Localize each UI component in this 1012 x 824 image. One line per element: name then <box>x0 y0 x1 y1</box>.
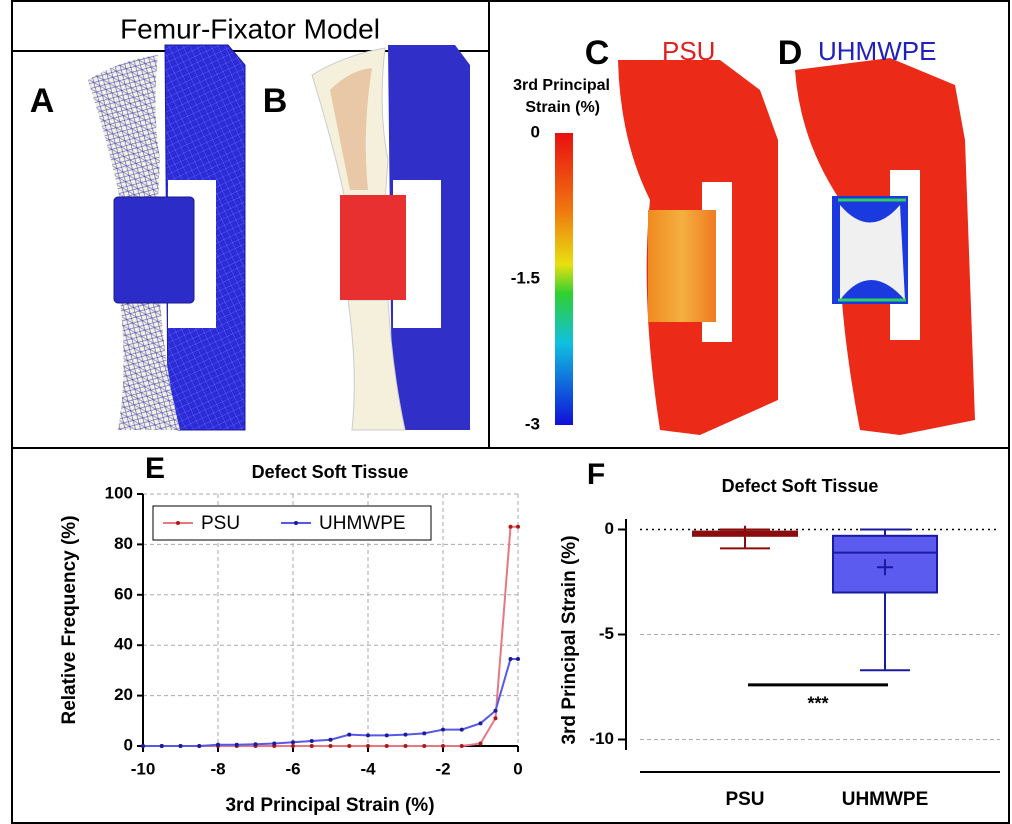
marker <box>422 744 427 748</box>
marker <box>291 740 295 745</box>
marker <box>508 657 513 662</box>
significance-label: *** <box>807 694 828 714</box>
y-axis-label: 3rd Principal Strain (%) <box>559 535 580 744</box>
y-tick-label: 40 <box>114 635 133 654</box>
marker <box>328 744 333 748</box>
x-tick-label: -6 <box>285 759 300 778</box>
panel-label: F <box>587 458 605 491</box>
marker <box>493 708 498 713</box>
marker <box>366 744 370 748</box>
y-tick-label: 100 <box>105 483 133 502</box>
x-tick-label: PSU <box>725 789 764 810</box>
marker <box>178 744 183 748</box>
marker <box>384 744 389 748</box>
model-d <box>795 58 975 435</box>
marker <box>253 742 258 747</box>
panel-label: C <box>585 34 610 72</box>
y-tick-label: 60 <box>114 584 133 603</box>
model-a <box>88 44 246 431</box>
marker <box>441 744 445 748</box>
colorbar-tick-label: -1.5 <box>511 268 540 287</box>
marker <box>309 738 314 743</box>
x-tick-label: -2 <box>435 759 450 778</box>
x-tick-label: -4 <box>360 759 376 778</box>
chart-title: Defect Soft Tissue <box>252 462 409 482</box>
series-line <box>143 658 518 747</box>
legend-label: PSU <box>201 513 240 534</box>
marker <box>234 742 239 747</box>
model-b <box>311 45 470 431</box>
marker <box>309 744 314 748</box>
material-label: UHMWPE <box>818 36 936 66</box>
x-axis-label: 3rd Principal Strain (%) <box>225 795 434 816</box>
marker <box>478 721 483 726</box>
colorbar-label: Strain (%) <box>525 99 600 116</box>
legend-swatch <box>294 521 298 525</box>
marker <box>478 741 483 746</box>
y-axis-label: Relative Frequency (%) <box>59 515 80 724</box>
y-tick-label: 80 <box>114 534 133 553</box>
colorbar <box>555 133 573 425</box>
panel-label: B <box>263 82 288 120</box>
marker <box>347 744 352 748</box>
model-c <box>618 60 778 435</box>
y-tick-label: -5 <box>599 624 614 643</box>
mean <box>737 525 753 542</box>
marker <box>493 716 498 721</box>
legend-swatch <box>176 521 180 525</box>
marker <box>508 524 513 529</box>
marker <box>384 733 389 738</box>
marker <box>197 744 202 748</box>
panel-label: A <box>30 82 55 120</box>
marker <box>422 731 427 736</box>
x-tick-label: UHMWPE <box>842 789 929 810</box>
y-tick-label: 0 <box>124 735 133 754</box>
marker <box>328 737 333 742</box>
marker <box>216 742 220 747</box>
material-label: PSU <box>662 36 715 66</box>
mean <box>877 559 893 576</box>
marker <box>347 732 352 737</box>
colorbar-label: 3rd Principal <box>513 77 610 94</box>
marker <box>516 657 520 662</box>
panel-label: D <box>778 34 803 72</box>
chart-title: Defect Soft Tissue <box>722 476 879 496</box>
y-tick-label: 20 <box>114 685 133 704</box>
y-tick-label: -10 <box>589 729 614 748</box>
marker <box>459 727 464 732</box>
marker <box>141 744 145 748</box>
series-line <box>143 525 518 747</box>
marker <box>516 524 520 529</box>
x-tick-label: -10 <box>131 759 156 778</box>
x-tick-label: 0 <box>513 759 522 778</box>
colorbar-tick-label: -3 <box>525 414 540 433</box>
marker <box>403 732 408 737</box>
marker <box>459 744 464 748</box>
panel-label: E <box>145 452 165 485</box>
marker <box>291 744 295 748</box>
marker <box>272 741 277 746</box>
y-tick-label: 0 <box>605 519 614 538</box>
marker <box>403 744 408 748</box>
legend-label: UHMWPE <box>319 513 406 534</box>
figure-title: Femur-Fixator Model <box>120 13 380 44</box>
colorbar-tick-label: 0 <box>531 122 540 141</box>
x-tick-label: -8 <box>210 759 225 778</box>
marker <box>159 744 164 748</box>
marker <box>366 733 370 738</box>
marker <box>441 727 445 732</box>
